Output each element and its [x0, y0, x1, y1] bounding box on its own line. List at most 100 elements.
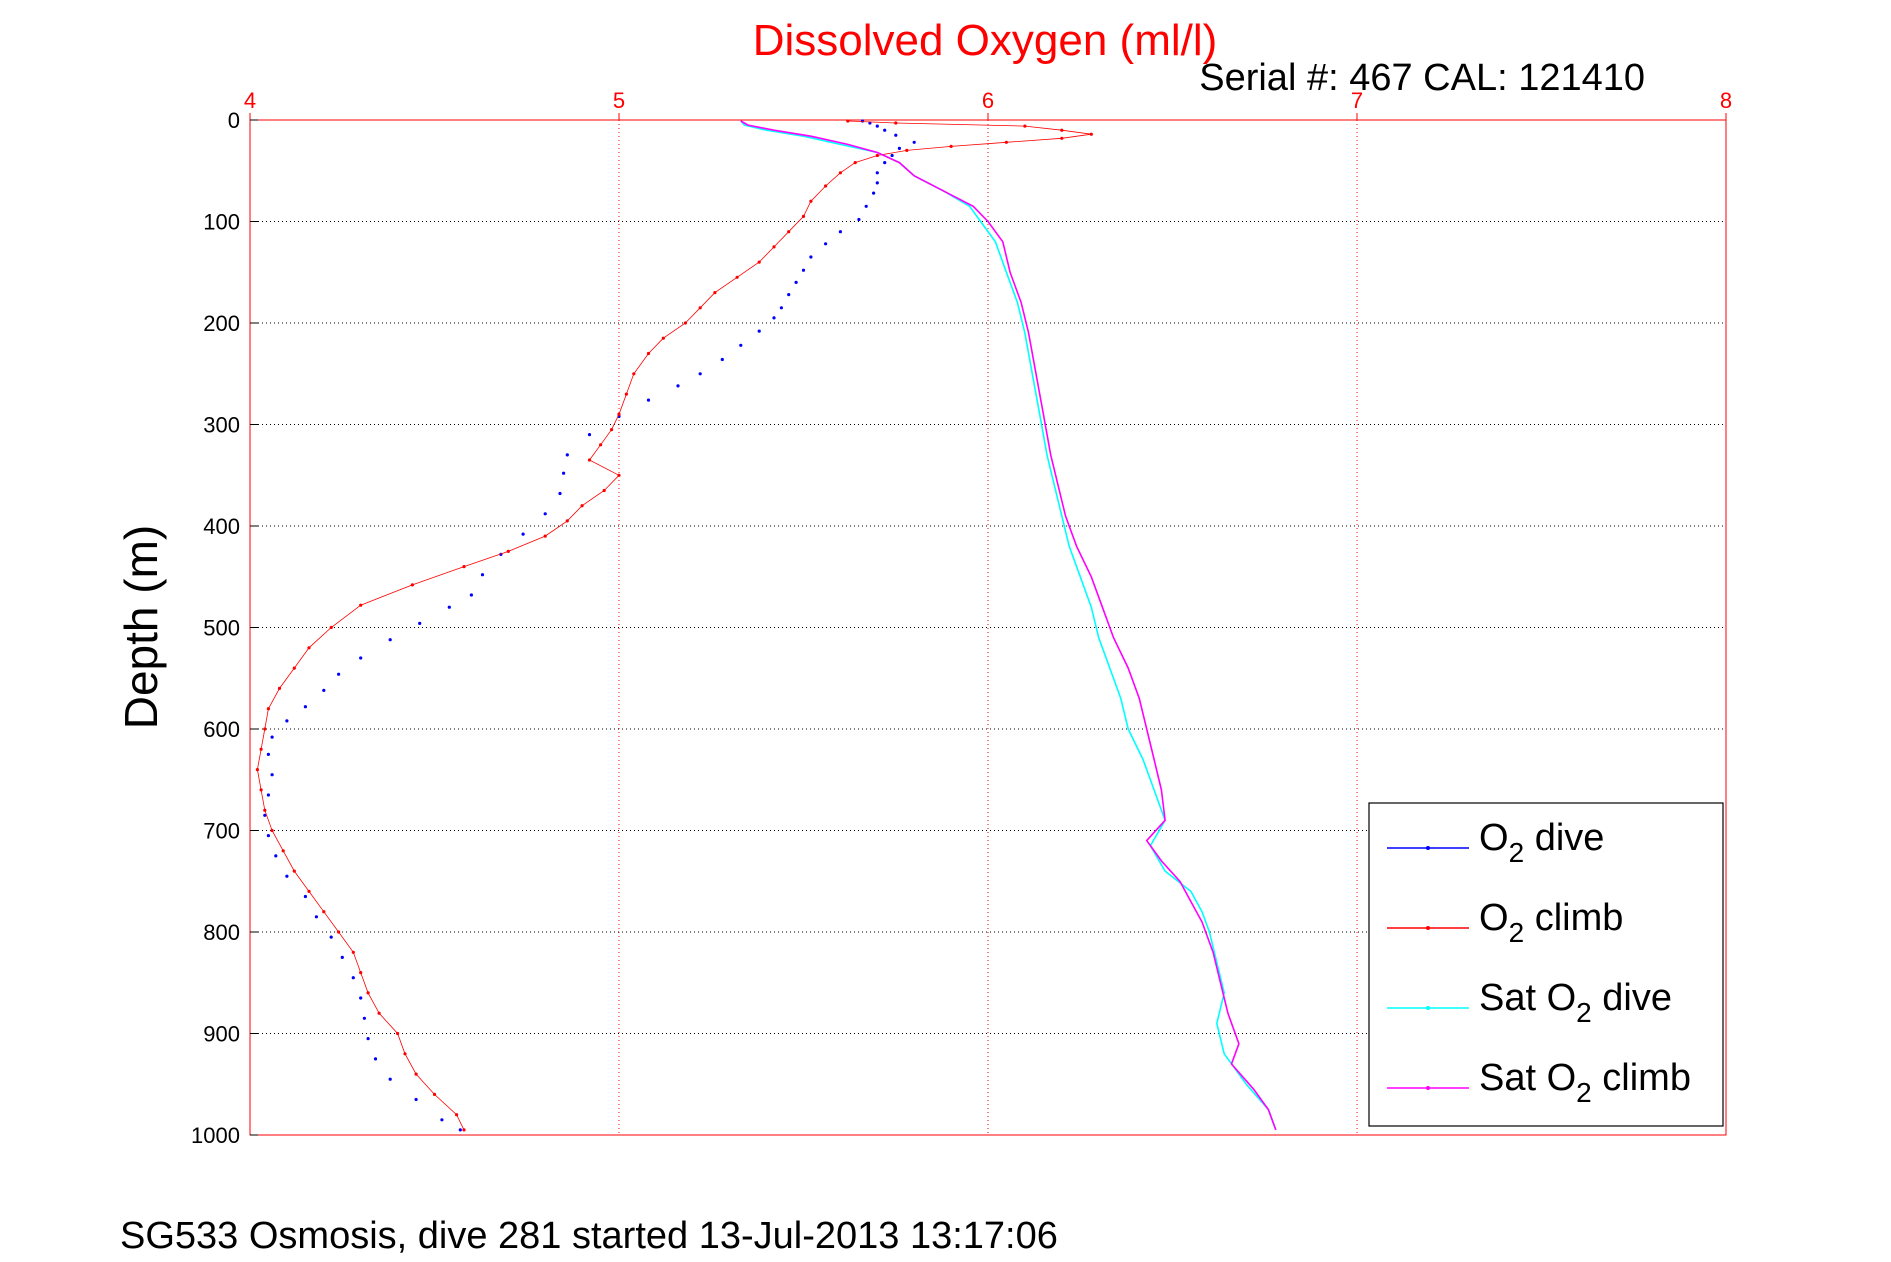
data-series	[255, 119, 1277, 1132]
data-point	[739, 343, 743, 347]
data-point	[263, 727, 267, 731]
data-point	[359, 603, 363, 607]
data-point	[624, 392, 629, 396]
data-point	[894, 133, 898, 137]
legend-marker	[1426, 1086, 1430, 1090]
data-point	[602, 488, 606, 493]
data-point	[414, 1072, 418, 1076]
data-point	[857, 217, 861, 222]
data-point	[860, 119, 865, 123]
legend-entry: Sat O2 climb	[1387, 1057, 1691, 1108]
data-point	[410, 583, 414, 587]
data-point	[565, 519, 569, 523]
data-point	[303, 894, 307, 899]
data-point	[521, 532, 525, 536]
data-point	[322, 688, 326, 693]
data-point	[359, 971, 363, 975]
data-point	[307, 889, 311, 894]
data-point	[329, 935, 333, 939]
data-point	[469, 593, 473, 597]
data-point	[838, 230, 843, 234]
legend-marker	[1426, 1006, 1430, 1010]
legend-label: Sat O2 dive	[1479, 977, 1672, 1028]
data-point	[757, 260, 761, 264]
y-tick-label: 1000	[191, 1123, 240, 1148]
data-point	[617, 473, 621, 477]
data-point	[853, 161, 857, 165]
data-point	[587, 433, 592, 437]
data-point	[292, 666, 296, 670]
data-point	[824, 184, 828, 188]
data-point	[462, 565, 466, 569]
data-point	[266, 752, 270, 757]
series-line	[740, 120, 1277, 1131]
data-point	[912, 140, 916, 144]
data-point	[1060, 128, 1064, 132]
legend-box	[1368, 802, 1724, 1127]
data-point	[883, 161, 887, 165]
legend-entry: O2 climb	[1387, 897, 1623, 948]
data-point	[259, 747, 263, 751]
data-point	[824, 242, 828, 246]
data-point	[809, 199, 813, 203]
data-point	[698, 372, 702, 376]
data-point	[646, 351, 651, 356]
data-point	[872, 191, 876, 195]
data-point	[772, 316, 776, 320]
x-axis-ticks: 4 5 6 7 8	[244, 88, 1732, 120]
data-point	[794, 280, 798, 284]
data-point	[270, 735, 274, 739]
data-point	[1023, 124, 1027, 128]
chart-subtitle: Serial #: 467 CAL: 121410	[1199, 57, 1645, 99]
data-point	[779, 306, 784, 310]
y-tick-label: 800	[203, 920, 240, 945]
data-point	[285, 719, 289, 723]
data-point	[875, 181, 879, 185]
data-point	[255, 768, 259, 772]
data-point	[418, 621, 422, 626]
data-point	[458, 1128, 462, 1132]
data-point	[270, 773, 274, 777]
data-point	[322, 910, 326, 914]
legend-entry: Sat O2 dive	[1387, 977, 1672, 1028]
legend-label: O2 dive	[1479, 817, 1604, 868]
data-point	[683, 321, 688, 325]
data-point	[757, 329, 761, 333]
data-point	[890, 153, 894, 158]
data-point	[462, 1128, 466, 1132]
y-tick-label: 200	[203, 311, 240, 336]
data-point	[1004, 140, 1009, 144]
data-point	[949, 144, 953, 148]
y-axis-label: Depth (m)	[115, 525, 167, 729]
data-point	[270, 828, 274, 833]
data-point	[883, 128, 887, 132]
data-point	[720, 357, 724, 362]
x-tick-label: 5	[613, 88, 625, 113]
data-point	[543, 512, 547, 516]
y-tick-label: 500	[203, 616, 240, 641]
data-point	[259, 788, 263, 792]
data-point	[809, 255, 813, 259]
data-point	[565, 453, 569, 457]
data-point	[875, 124, 879, 128]
data-point	[580, 504, 584, 508]
data-point	[303, 705, 307, 709]
data-point	[403, 1052, 407, 1056]
data-point	[388, 1077, 392, 1081]
footer-caption: SG533 Osmosis, dive 281 started 13-Jul-2…	[120, 1215, 1058, 1257]
data-point	[894, 121, 898, 125]
data-point	[414, 1097, 418, 1102]
data-point	[480, 573, 485, 577]
data-point	[610, 428, 614, 432]
data-point	[281, 849, 285, 853]
data-point	[558, 491, 562, 496]
data-point	[266, 707, 270, 711]
data-point	[337, 672, 341, 676]
legend-label: O2 climb	[1479, 897, 1623, 948]
data-point	[1060, 136, 1064, 140]
data-point	[897, 146, 902, 150]
data-point	[373, 1057, 378, 1061]
data-point	[362, 1016, 366, 1020]
series-sat-o2-climb	[740, 120, 1277, 1131]
data-point	[506, 549, 510, 554]
